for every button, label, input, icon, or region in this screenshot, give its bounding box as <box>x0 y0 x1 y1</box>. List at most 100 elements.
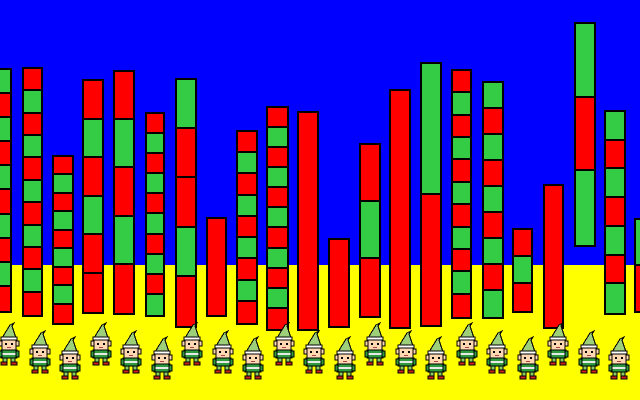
stack-8[interactable] <box>206 217 227 317</box>
block-red <box>514 284 531 311</box>
block-green <box>147 294 163 315</box>
stack-7[interactable] <box>175 78 197 328</box>
block-green <box>606 112 624 141</box>
block-green <box>484 135 502 161</box>
block-red <box>545 186 562 327</box>
elf-sprite-icon <box>578 329 600 374</box>
block-green <box>606 226 624 256</box>
stack-12[interactable] <box>328 238 350 328</box>
block-red <box>361 259 379 316</box>
block-red <box>268 268 287 289</box>
block-green <box>606 169 624 199</box>
stack-19[interactable] <box>543 184 564 329</box>
elf-sprite-icon <box>456 321 478 366</box>
stack-14[interactable] <box>389 89 411 329</box>
block-red <box>361 145 379 202</box>
stack-11[interactable] <box>297 111 319 331</box>
block-red <box>147 274 163 295</box>
stack-3[interactable] <box>52 155 74 325</box>
block-red <box>177 129 195 179</box>
block-red <box>268 188 287 209</box>
stack-13[interactable] <box>359 143 381 318</box>
block-green <box>24 180 41 204</box>
block-red <box>115 72 133 121</box>
stack-2[interactable] <box>22 67 43 317</box>
block-red <box>0 142 10 167</box>
block-green <box>268 288 287 309</box>
block-red <box>238 216 256 239</box>
block-red <box>268 148 287 169</box>
block-red <box>636 265 640 311</box>
stack-5[interactable] <box>113 70 135 315</box>
elf-sprite-icon <box>151 335 173 380</box>
block-red <box>514 230 531 257</box>
block-red <box>208 219 225 315</box>
block-red <box>115 264 133 313</box>
block-red <box>177 178 195 228</box>
stack-6[interactable] <box>145 112 165 317</box>
sky-background <box>0 0 640 265</box>
block-red <box>330 240 348 326</box>
block-red <box>238 132 256 154</box>
stack-9[interactable] <box>236 130 258 325</box>
block-green <box>0 214 10 239</box>
stack-21[interactable] <box>604 110 626 315</box>
block-green <box>84 119 102 158</box>
stack-22[interactable] <box>634 218 640 313</box>
block-green <box>0 70 10 95</box>
elf-sprite-icon <box>273 321 295 366</box>
block-green <box>484 83 502 109</box>
block-red <box>24 203 41 226</box>
block-green <box>422 64 440 195</box>
stack-18[interactable] <box>512 228 533 313</box>
elf-sprite-icon <box>303 329 325 374</box>
stack-4[interactable] <box>82 79 104 314</box>
block-green <box>177 227 195 277</box>
stack-16[interactable] <box>451 69 472 319</box>
block-red <box>54 193 72 213</box>
block-red <box>484 161 502 187</box>
block-green <box>453 138 470 161</box>
block-red <box>484 109 502 135</box>
block-green <box>453 93 470 116</box>
elf-sprite-icon <box>395 329 417 374</box>
block-green <box>453 182 470 206</box>
block-red <box>0 238 10 263</box>
block-green <box>636 220 640 266</box>
elf-sprite-icon <box>0 321 20 366</box>
stack-17[interactable] <box>482 81 504 319</box>
block-red <box>391 91 409 327</box>
stack-15[interactable] <box>420 62 442 327</box>
block-green <box>0 166 10 191</box>
block-green <box>268 128 287 149</box>
block-red <box>484 213 502 239</box>
stack-20[interactable] <box>574 22 596 247</box>
block-red <box>238 174 256 196</box>
block-green <box>24 270 41 293</box>
block-green <box>484 239 502 265</box>
stack-10[interactable] <box>266 106 289 331</box>
block-green <box>24 136 41 159</box>
block-green <box>484 187 502 213</box>
block-green <box>238 195 256 217</box>
block-red <box>24 113 41 137</box>
block-red <box>24 69 41 92</box>
block-red <box>576 97 594 172</box>
elf-sprite-icon <box>486 329 508 374</box>
block-red <box>147 234 163 255</box>
block-green <box>177 80 195 130</box>
stack-1[interactable] <box>0 68 12 313</box>
elf-sprite-icon <box>212 329 234 374</box>
elf-sprite-icon <box>242 335 264 380</box>
block-red <box>0 190 10 215</box>
block-red <box>24 158 41 181</box>
block-red <box>453 160 470 183</box>
block-green <box>147 214 163 235</box>
block-red <box>115 168 133 217</box>
block-green <box>238 280 256 302</box>
elf-sprite-icon <box>29 329 51 374</box>
block-green <box>115 120 133 169</box>
elf-sprite-icon <box>334 335 356 380</box>
elf-sprite-icon <box>425 335 447 380</box>
